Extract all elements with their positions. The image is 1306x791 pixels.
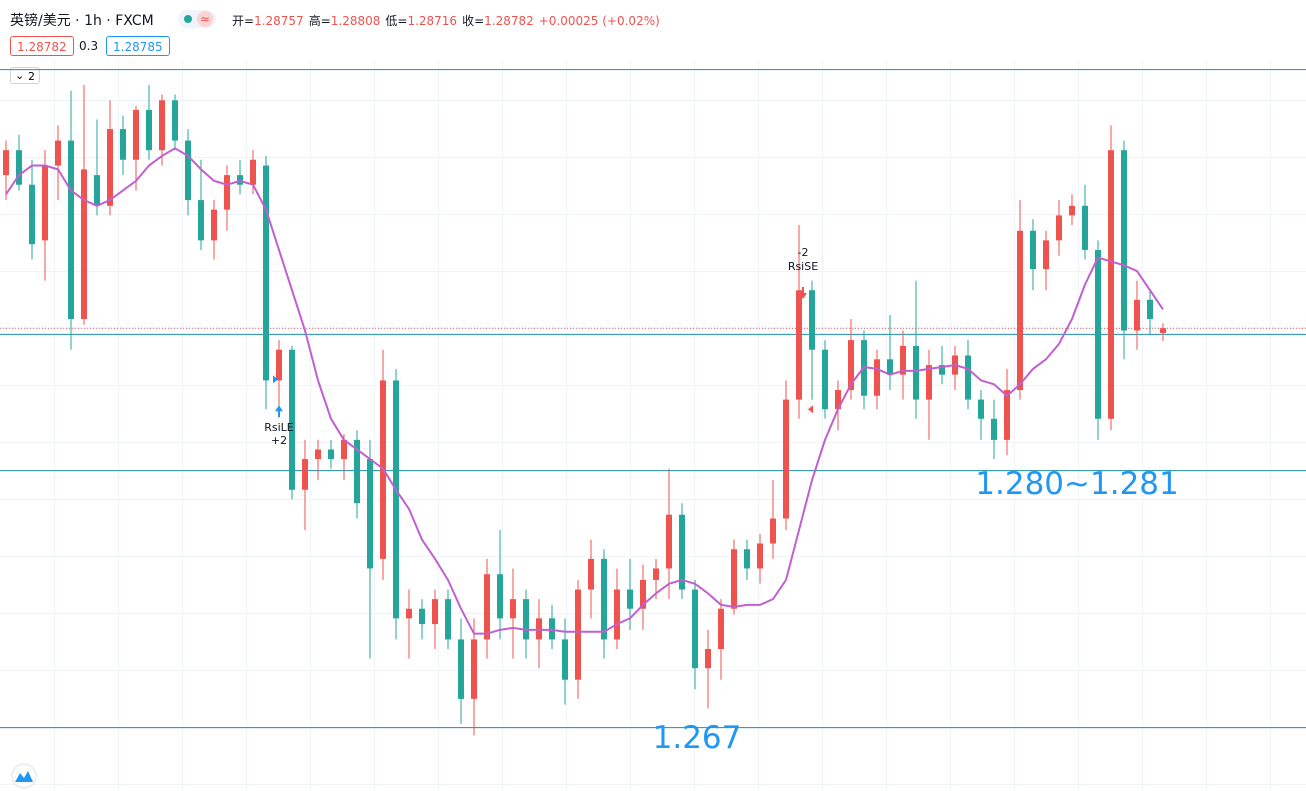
market-dot bbox=[184, 15, 192, 23]
ohlc-label: 高= bbox=[308, 14, 331, 28]
spread: 0.3 bbox=[79, 39, 99, 53]
ohlc-value: 1.28782 bbox=[484, 14, 534, 28]
bid-box[interactable]: 1.28782 bbox=[10, 36, 74, 56]
ask-box[interactable]: 1.28785 bbox=[106, 36, 170, 56]
ohlc-label: 低= bbox=[385, 14, 408, 28]
ohlc-value: 1.28808 bbox=[330, 14, 381, 28]
grid-background bbox=[0, 60, 1306, 791]
ohlc-value: 1.28716 bbox=[407, 14, 458, 28]
ohlc-values: 开=1.28757 高=1.28808 低=1.28716 收=1.28782 +0.0… bbox=[232, 12, 660, 29]
ohlc-label: 开= bbox=[232, 14, 255, 28]
symbol-title: 英镑/美元 · 1h · FXCM bbox=[10, 13, 154, 29]
change-value: +0.00025 (+0.02%) bbox=[538, 14, 660, 28]
ohlc-label: 收= bbox=[462, 14, 485, 28]
delay-icon: ≈ bbox=[197, 11, 213, 27]
pane-count: 2 bbox=[28, 70, 35, 83]
collapse-button[interactable]: ⌄ 2 bbox=[10, 67, 40, 84]
ohlc-value: 1.28757 bbox=[254, 14, 304, 28]
status-badge[interactable]: ≈ bbox=[178, 10, 216, 28]
